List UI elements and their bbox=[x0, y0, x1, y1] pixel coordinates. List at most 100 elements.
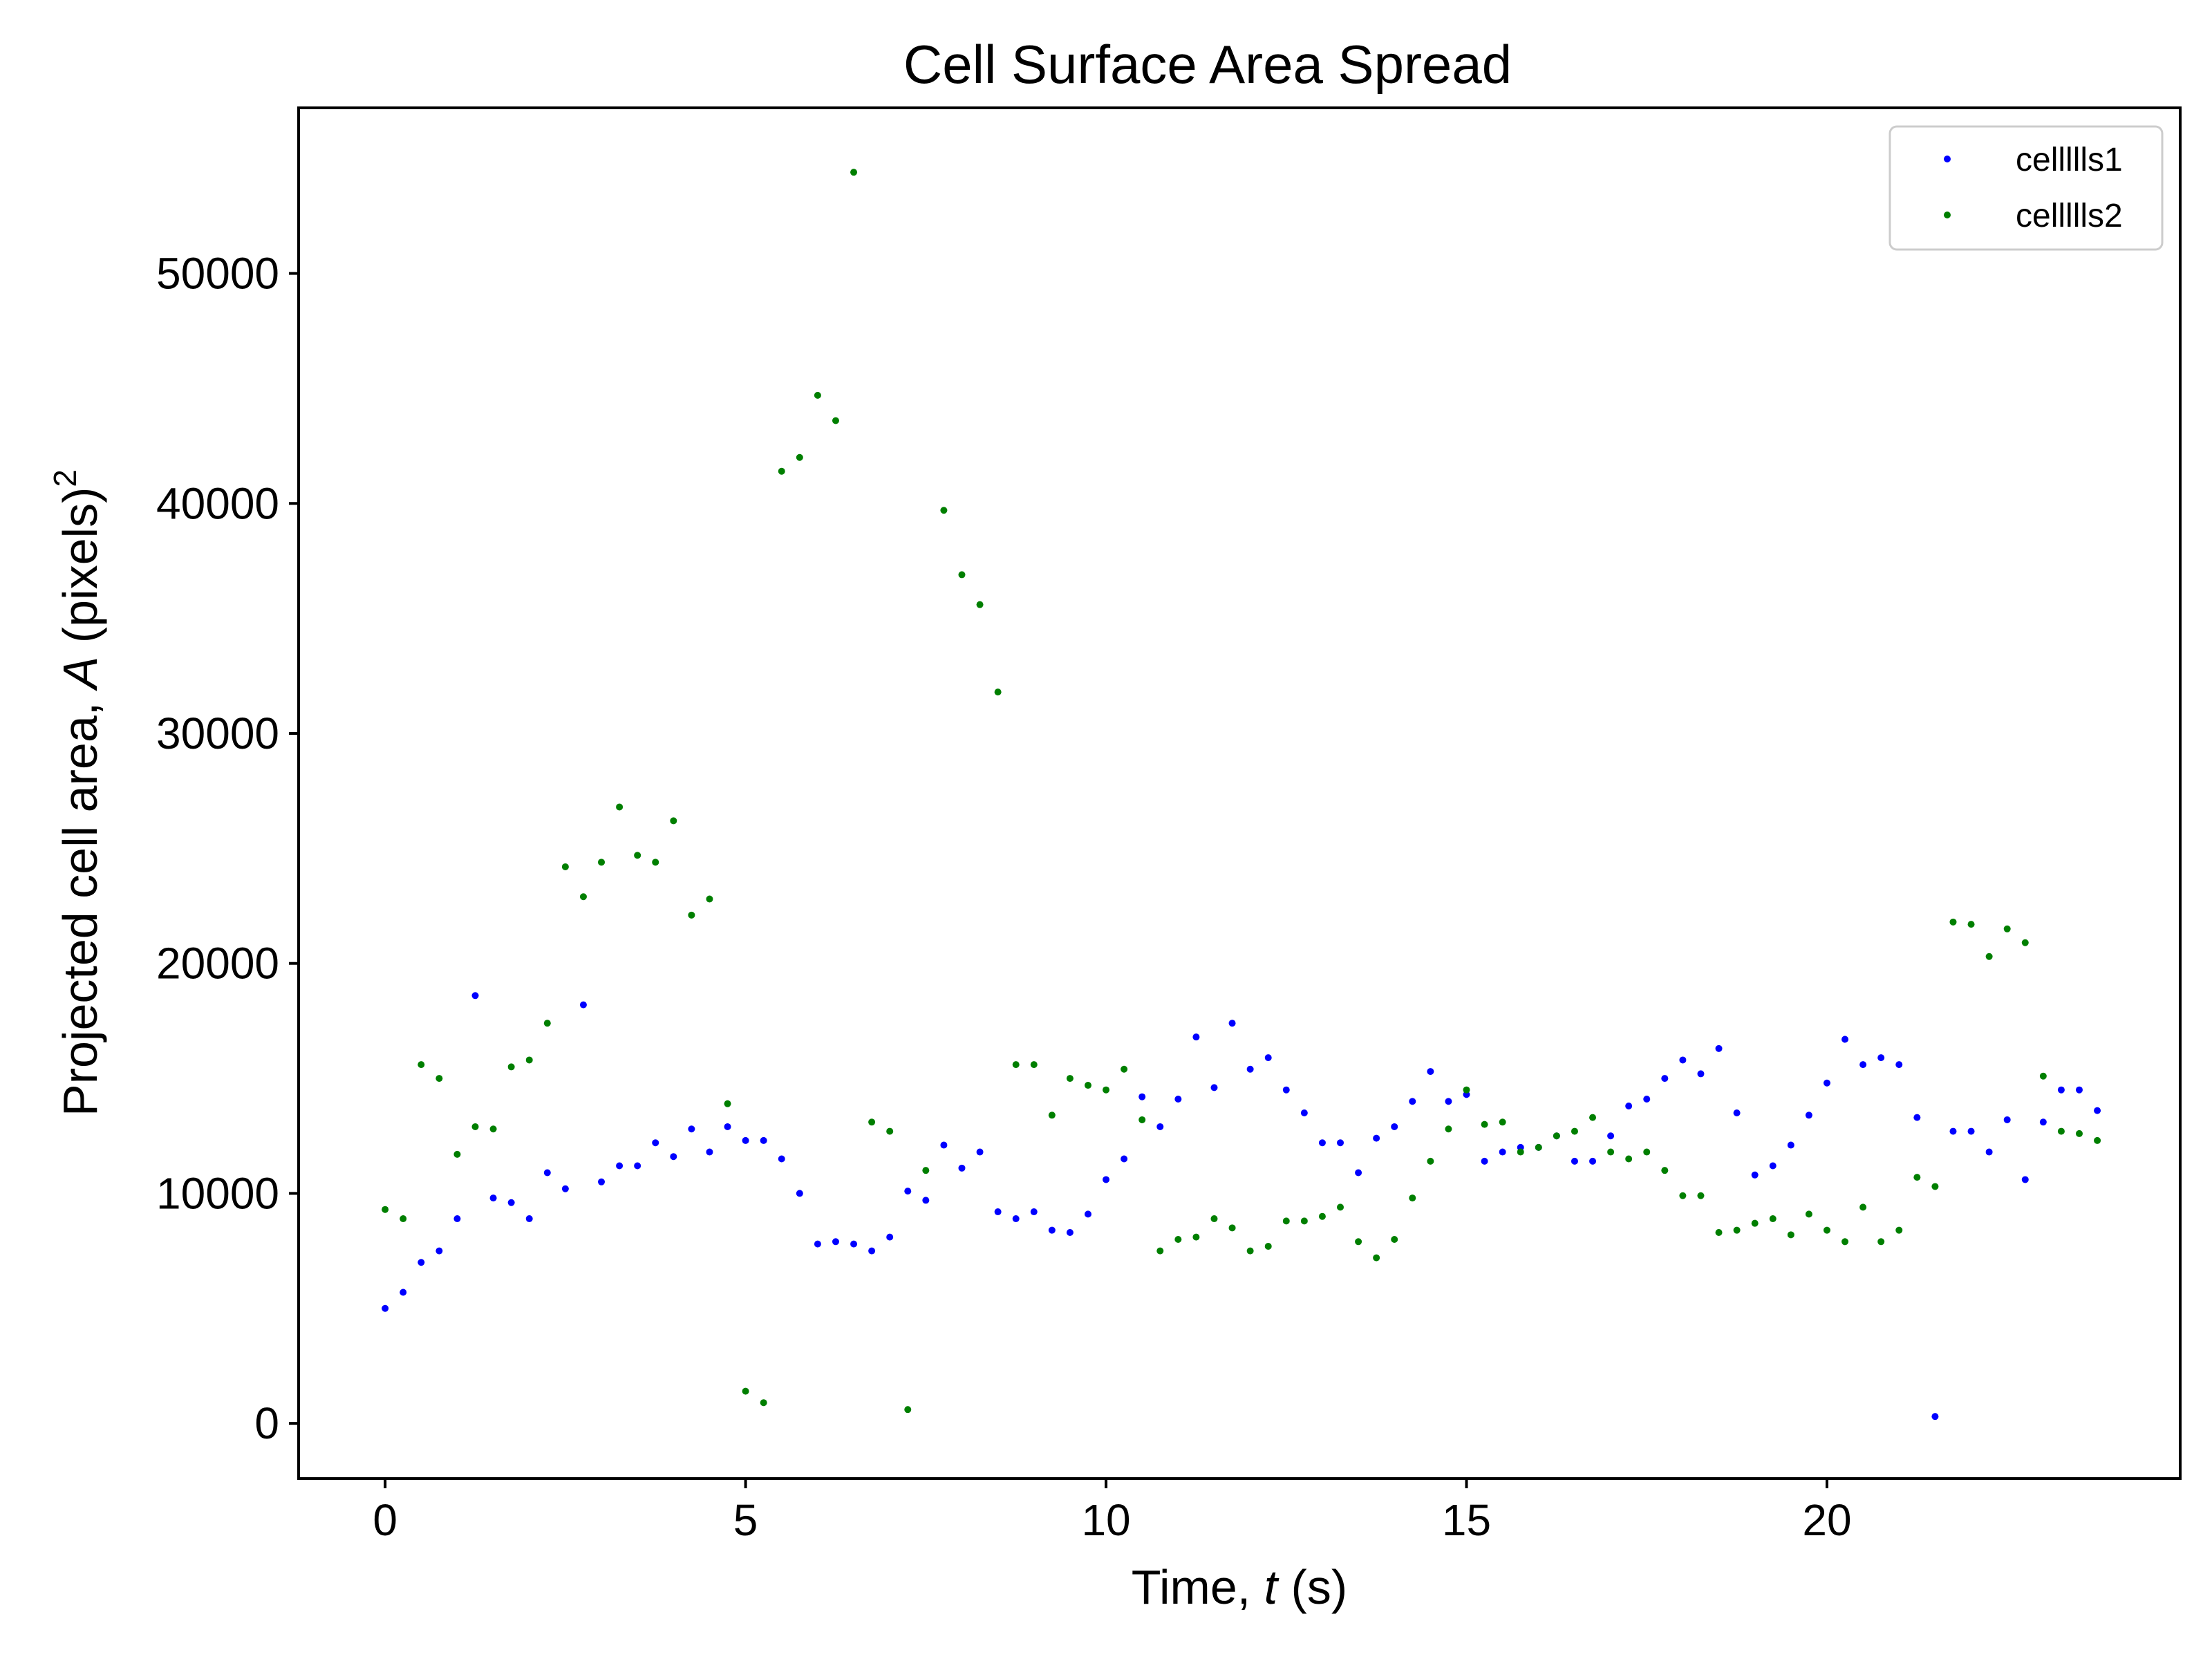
y-axis-label-variable: A bbox=[53, 657, 107, 692]
point-cellllls2-44 bbox=[1174, 1235, 1182, 1243]
point-cellllls2-93 bbox=[2057, 1127, 2065, 1135]
point-cellllls2-71 bbox=[1661, 1167, 1669, 1174]
point-cellllls1-14 bbox=[634, 1162, 641, 1170]
point-cellllls1-94 bbox=[2075, 1086, 2083, 1094]
point-cellllls1-75 bbox=[1733, 1109, 1741, 1116]
x-tick-label-5: 5 bbox=[733, 1495, 758, 1545]
point-cellllls2-52 bbox=[1318, 1212, 1326, 1220]
series-cellllls2 bbox=[382, 169, 2101, 1414]
point-cellllls1-13 bbox=[616, 1162, 624, 1170]
point-cellllls1-92 bbox=[2039, 1118, 2047, 1126]
point-cellllls1-90 bbox=[2003, 1116, 2011, 1123]
point-cellllls2-67 bbox=[1589, 1114, 1597, 1121]
legend-label-cellllls1: cellllls1 bbox=[2016, 142, 2123, 178]
point-cellllls2-40 bbox=[1103, 1086, 1110, 1094]
point-cellllls2-76 bbox=[1751, 1219, 1759, 1227]
point-cellllls2-85 bbox=[1913, 1174, 1921, 1181]
point-cellllls2-92 bbox=[2039, 1072, 2047, 1080]
point-cellllls1-32 bbox=[958, 1164, 966, 1172]
point-cellllls2-57 bbox=[1409, 1194, 1416, 1202]
point-cellllls2-86 bbox=[1931, 1183, 1939, 1190]
point-cellllls1-17 bbox=[688, 1125, 695, 1133]
point-cellllls1-22 bbox=[778, 1155, 785, 1163]
point-cellllls1-82 bbox=[1859, 1061, 1867, 1069]
point-cellllls2-22 bbox=[778, 467, 785, 475]
x-axis-label-prefix: Time, bbox=[1132, 1560, 1264, 1614]
point-cellllls2-29 bbox=[904, 1406, 912, 1414]
point-cellllls2-68 bbox=[1607, 1148, 1615, 1156]
x-axis-label: Time, t (s) bbox=[1132, 1560, 1347, 1614]
point-cellllls1-15 bbox=[652, 1139, 659, 1147]
point-cellllls2-94 bbox=[2075, 1130, 2083, 1137]
point-cellllls2-0 bbox=[382, 1206, 389, 1213]
point-cellllls1-59 bbox=[1445, 1098, 1452, 1105]
point-cellllls2-42 bbox=[1138, 1116, 1146, 1123]
legend-marker-cellllls2 bbox=[1944, 212, 1951, 218]
point-cellllls2-69 bbox=[1625, 1155, 1633, 1163]
point-cellllls1-67 bbox=[1589, 1157, 1597, 1165]
point-cellllls2-54 bbox=[1355, 1238, 1362, 1246]
point-cellllls2-80 bbox=[1823, 1226, 1830, 1234]
point-cellllls1-40 bbox=[1103, 1176, 1110, 1183]
point-cellllls2-46 bbox=[1210, 1215, 1218, 1223]
point-cellllls1-10 bbox=[561, 1185, 569, 1192]
point-cellllls1-4 bbox=[453, 1215, 461, 1223]
x-tick-label-15: 15 bbox=[1442, 1495, 1491, 1545]
x-axis: 0 5 10 15 20 bbox=[373, 1479, 1852, 1545]
point-cellllls1-26 bbox=[850, 1240, 858, 1248]
point-cellllls2-53 bbox=[1337, 1203, 1344, 1211]
point-cellllls1-47 bbox=[1228, 1020, 1236, 1027]
point-cellllls2-6 bbox=[489, 1125, 497, 1133]
point-cellllls1-45 bbox=[1192, 1033, 1200, 1041]
point-cellllls1-49 bbox=[1264, 1054, 1272, 1062]
point-cellllls1-76 bbox=[1751, 1171, 1759, 1179]
point-cellllls2-24 bbox=[814, 391, 821, 399]
point-cellllls2-1 bbox=[400, 1215, 407, 1223]
point-cellllls1-56 bbox=[1391, 1123, 1398, 1130]
point-cellllls2-28 bbox=[886, 1127, 894, 1135]
point-cellllls2-4 bbox=[453, 1150, 461, 1158]
point-cellllls1-46 bbox=[1210, 1084, 1218, 1091]
point-cellllls1-42 bbox=[1138, 1093, 1146, 1100]
x-axis-label-suffix: (s) bbox=[1277, 1560, 1347, 1614]
point-cellllls2-48 bbox=[1246, 1247, 1254, 1255]
point-cellllls2-50 bbox=[1282, 1217, 1290, 1225]
point-cellllls1-86 bbox=[1931, 1413, 1939, 1421]
point-cellllls1-50 bbox=[1282, 1086, 1290, 1094]
point-cellllls1-73 bbox=[1697, 1070, 1705, 1078]
point-cellllls1-81 bbox=[1841, 1035, 1849, 1043]
point-cellllls1-18 bbox=[706, 1148, 713, 1156]
point-cellllls1-74 bbox=[1715, 1044, 1723, 1052]
y-tick-label-20000: 20000 bbox=[156, 939, 279, 988]
y-tick-label-50000: 50000 bbox=[156, 249, 279, 299]
point-cellllls2-37 bbox=[1048, 1112, 1056, 1119]
point-cellllls1-93 bbox=[2057, 1086, 2065, 1094]
point-cellllls1-68 bbox=[1607, 1132, 1615, 1140]
point-cellllls2-9 bbox=[543, 1020, 551, 1027]
point-cellllls1-25 bbox=[832, 1238, 839, 1246]
x-tick-label-10: 10 bbox=[1081, 1495, 1130, 1545]
point-cellllls1-31 bbox=[940, 1141, 948, 1149]
y-axis-label-prefix: Projected cell area, bbox=[53, 688, 107, 1116]
point-cellllls2-65 bbox=[1553, 1132, 1560, 1140]
y-tick-label-40000: 40000 bbox=[156, 478, 279, 528]
point-cellllls2-49 bbox=[1264, 1242, 1272, 1250]
point-cellllls2-27 bbox=[868, 1118, 876, 1126]
y-axis-label-superscript: 2 bbox=[47, 469, 83, 487]
point-cellllls2-81 bbox=[1841, 1238, 1849, 1246]
point-cellllls1-16 bbox=[670, 1153, 677, 1161]
point-cellllls2-70 bbox=[1643, 1148, 1651, 1156]
point-cellllls2-91 bbox=[2021, 939, 2029, 946]
point-cellllls2-31 bbox=[940, 507, 948, 514]
point-cellllls2-19 bbox=[724, 1100, 731, 1107]
point-cellllls1-7 bbox=[507, 1199, 515, 1206]
point-cellllls1-87 bbox=[1949, 1127, 1957, 1135]
point-cellllls2-13 bbox=[616, 803, 624, 811]
point-cellllls1-71 bbox=[1661, 1075, 1669, 1082]
legend-marker-cellllls1 bbox=[1944, 156, 1951, 162]
point-cellllls2-55 bbox=[1373, 1254, 1380, 1262]
point-cellllls2-87 bbox=[1949, 918, 1957, 926]
point-cellllls1-69 bbox=[1625, 1102, 1633, 1109]
